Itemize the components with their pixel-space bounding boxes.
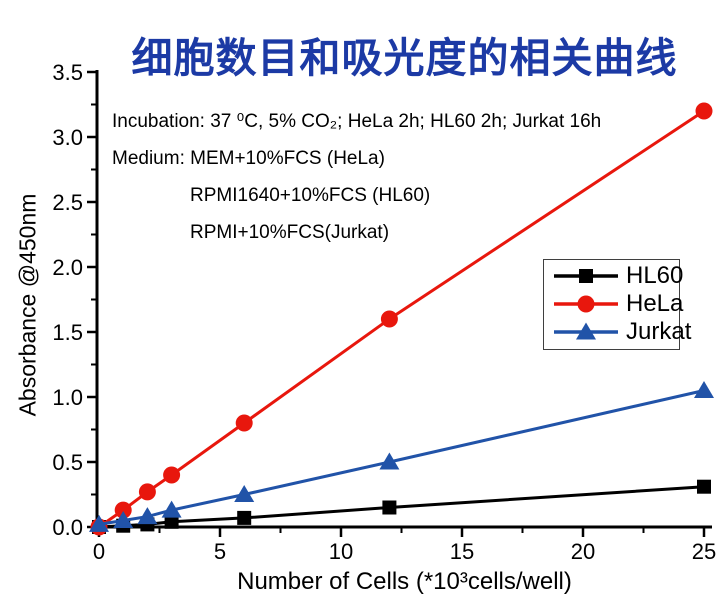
data-point-marker: [695, 102, 713, 120]
chart-title: 细胞数目和吸光度的相关曲线: [131, 34, 678, 82]
data-point-marker: [163, 466, 181, 484]
data-point-marker: [89, 514, 109, 532]
x-tick-label: 20: [571, 539, 595, 564]
x-tick-label: 15: [450, 539, 474, 564]
x-axis-label: Number of Cells (*10³cells/well): [237, 568, 572, 595]
y-tick-label: 3.0: [52, 125, 83, 150]
legend-row-jurkat: Jurkat: [544, 318, 691, 346]
legend-label-hl60: HL60: [626, 262, 684, 289]
x-tick-label: 5: [214, 539, 226, 564]
y-tick-label: 0.5: [52, 450, 83, 475]
y-tick-label: 1.5: [52, 320, 83, 345]
data-point-marker: [237, 510, 252, 525]
data-point-marker: [235, 414, 253, 432]
data-point-marker: [164, 514, 179, 529]
data-point-marker: [694, 381, 714, 398]
data-point-marker: [380, 310, 398, 328]
legend-box: HL60 HeLa Jurkat: [543, 259, 691, 350]
data-point-marker: [697, 479, 711, 494]
data-point-marker: [137, 507, 158, 525]
legend-marker-jurkat: [554, 322, 618, 340]
x-axis-ticks: 0 5 10 15 20 25: [93, 527, 716, 564]
annotation-block: Incubation: 37 ⁰C, 5% CO₂; HeLa 2h; HL60…: [112, 103, 601, 251]
x-tick-label: 25: [692, 539, 716, 564]
x-tick-label: 0: [93, 539, 105, 564]
y-tick-label: 2.0: [52, 255, 83, 280]
x-tick-label: 10: [329, 539, 353, 564]
annotation-line-medium: Medium: MEM+10%FCS (HeLa): [112, 148, 385, 169]
legend-marker-hela: [554, 295, 618, 313]
y-axis-label: Absorbance @450nm: [14, 193, 41, 417]
data-point-marker: [234, 485, 255, 502]
legend-label-jurkat: Jurkat: [626, 318, 692, 345]
legend-row-hela: HeLa: [544, 290, 683, 318]
data-point-marker: [113, 511, 134, 528]
data-point-marker: [114, 501, 132, 519]
legend-marker-hl60: [554, 269, 618, 283]
legend-row-hl60: HL60: [544, 262, 683, 290]
y-tick-label: 0.0: [52, 515, 83, 540]
y-axis-ticks: 0.0 0.5 1.0 1.5 2.0 2.5 3.0 3.5: [52, 60, 97, 540]
data-point-marker: [161, 500, 182, 518]
annotation-line-incubation: Incubation: 37 ⁰C, 5% CO₂; HeLa 2h; HL60…: [112, 111, 602, 132]
data-point-marker: [379, 452, 400, 470]
annotation-line-medium-hl60: RPMI1640+10%FCS (HL60): [190, 185, 431, 206]
annotation-line-medium-jurkat: RPMI+10%FCS(Jurkat): [190, 222, 390, 243]
legend-label-hela: HeLa: [626, 290, 684, 317]
data-point-marker: [382, 500, 397, 515]
series-jurkat: [89, 381, 714, 532]
y-tick-label: 2.5: [52, 190, 83, 215]
y-tick-label: 3.5: [52, 60, 83, 85]
data-point-marker: [138, 483, 156, 501]
y-tick-label: 1.0: [52, 385, 83, 410]
